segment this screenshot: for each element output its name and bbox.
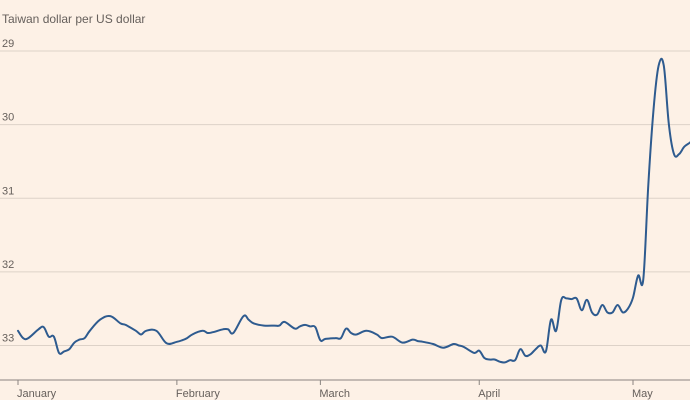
y-tick-label: 31 xyxy=(2,185,14,197)
x-tick-label: May xyxy=(632,388,653,400)
x-axis-ticks: January February March April May xyxy=(0,379,690,400)
y-tick-label: 32 xyxy=(2,259,14,271)
x-tick-label: January xyxy=(17,388,57,400)
series-line xyxy=(17,57,690,364)
gridlines xyxy=(0,50,690,346)
y-tick-label: 33 xyxy=(2,333,14,345)
x-tick-label: March xyxy=(319,388,350,400)
x-tick-label: February xyxy=(176,388,221,400)
y-axis-ticks: 29 30 31 32 33 xyxy=(2,38,14,345)
y-tick-label: 29 xyxy=(2,38,14,50)
chart-title: Taiwan dollar per US dollar xyxy=(2,12,146,26)
x-tick-label: April xyxy=(478,388,500,400)
y-tick-label: 30 xyxy=(2,112,14,124)
